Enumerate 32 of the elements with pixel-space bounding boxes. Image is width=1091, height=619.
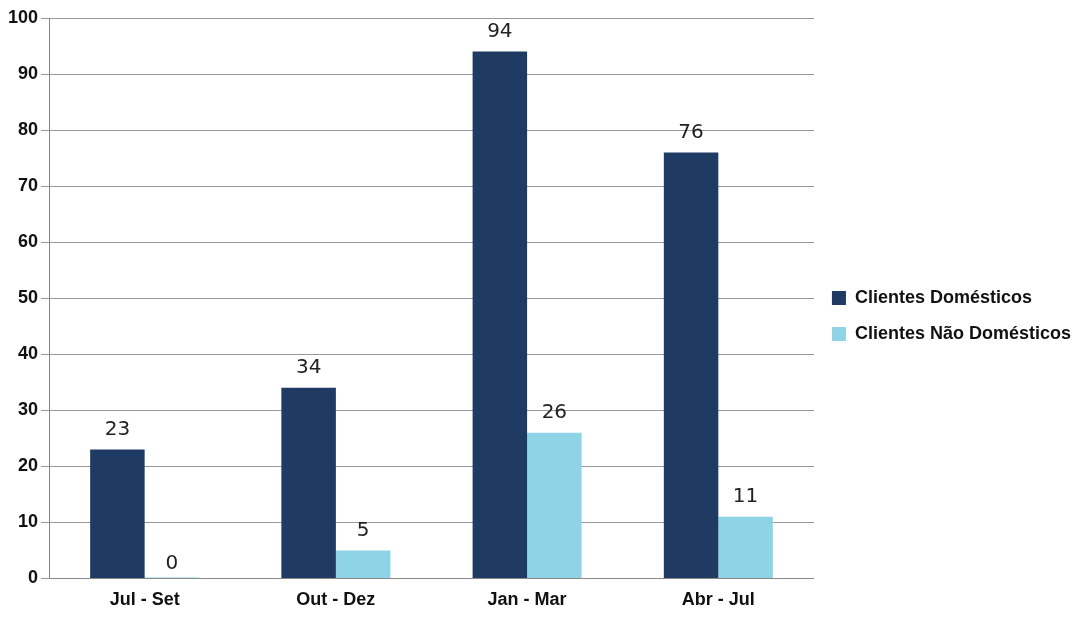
y-tick-label: 90 [18, 63, 39, 84]
data-label: 34 [295, 354, 322, 379]
bar [90, 449, 145, 578]
data-label: 11 [732, 482, 759, 507]
y-tick-label: 100 [7, 6, 39, 27]
bar [472, 51, 528, 578]
bar [663, 152, 719, 578]
data-label: 26 [541, 398, 568, 423]
legend-label: Clientes Não Domésticos [854, 322, 1071, 343]
y-tick-label: 60 [18, 231, 39, 252]
x-tick-label: Jan - Mar [487, 589, 567, 610]
x-tick-label: Jul - Set [109, 589, 180, 610]
y-tick-label: 0 [28, 567, 39, 588]
data-label: 23 [104, 415, 131, 440]
x-tick-label: Abr - Jul [681, 589, 755, 610]
y-tick-label: 70 [18, 175, 39, 196]
bar [718, 516, 773, 578]
data-label: 5 [356, 516, 370, 541]
bar [335, 550, 391, 578]
y-tick-label: 50 [18, 287, 39, 308]
y-tick-label: 10 [18, 511, 39, 532]
x-tick-label: Out - Dez [296, 589, 376, 610]
bar [281, 387, 336, 578]
data-label: 94 [487, 17, 513, 42]
bar [527, 432, 582, 578]
y-tick-label: 80 [18, 119, 39, 140]
legend-label: Clientes Domésticos [854, 286, 1032, 307]
y-tick-label: 30 [18, 399, 39, 420]
data-label: 76 [678, 118, 704, 143]
data-label: 0 [165, 549, 179, 574]
y-tick-label: 20 [18, 455, 39, 476]
y-tick-label: 40 [18, 343, 39, 364]
